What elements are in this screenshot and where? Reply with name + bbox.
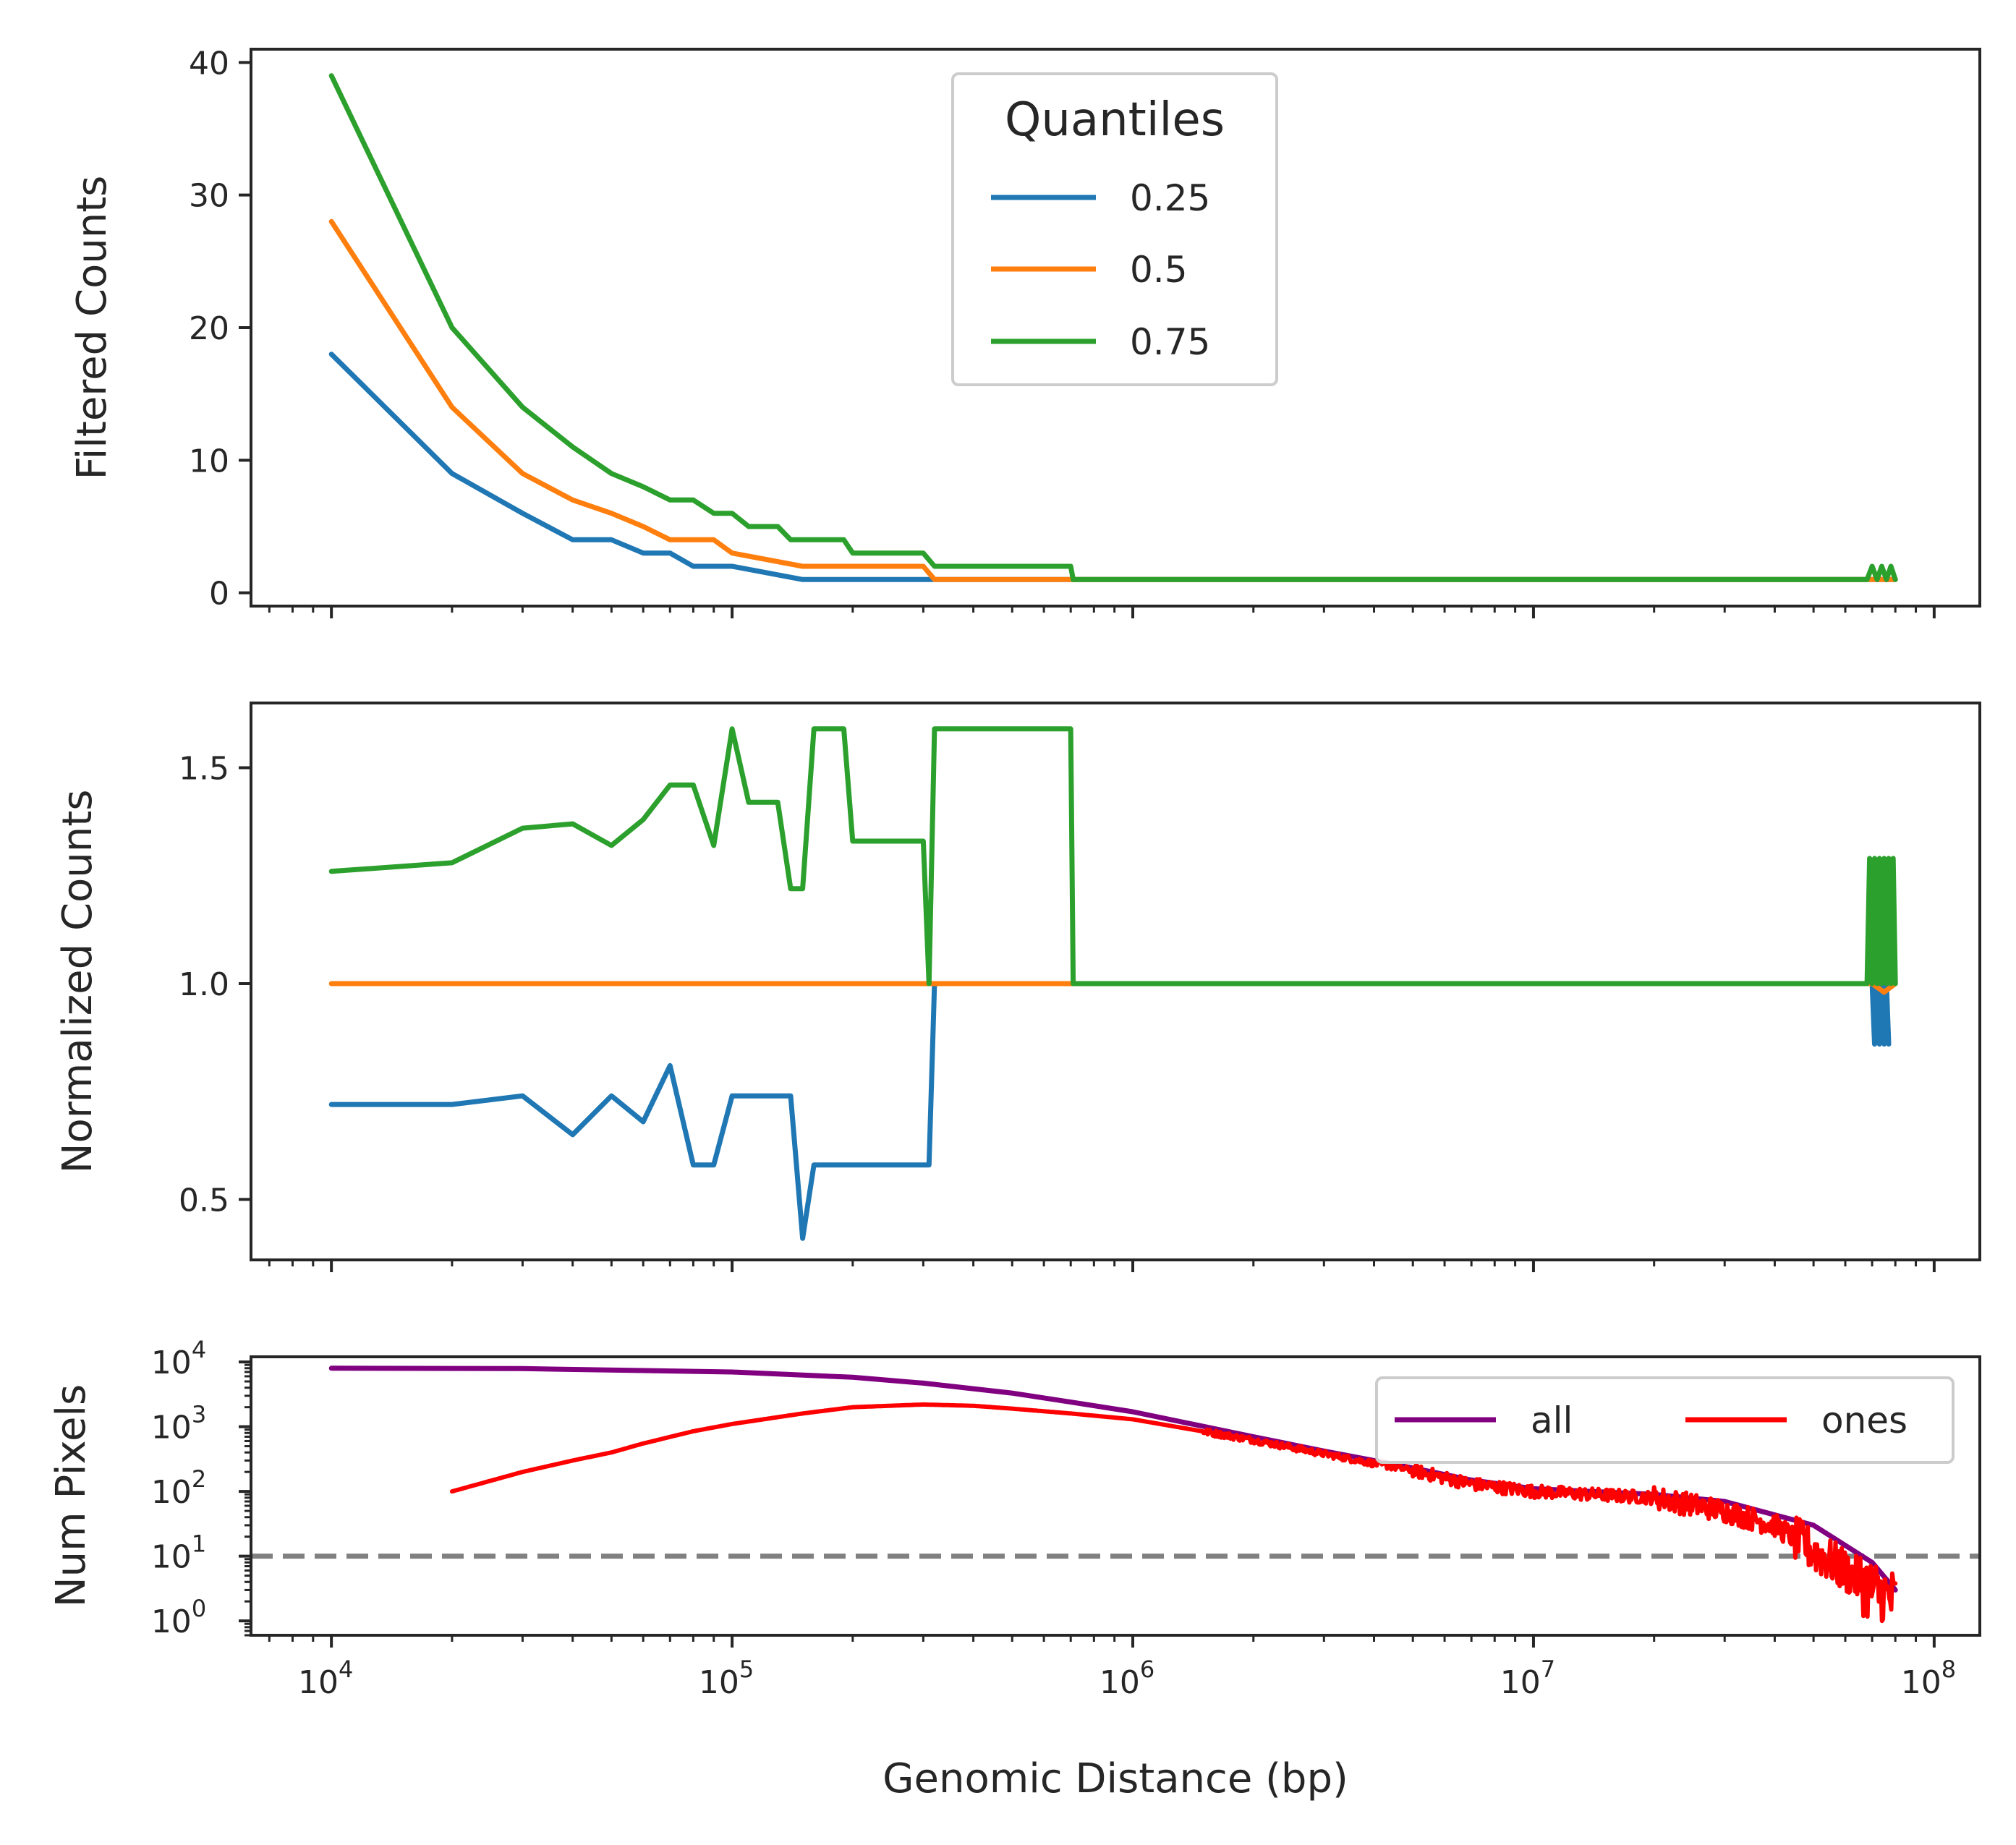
x-tick-label: 104 [298, 1656, 353, 1701]
legend-frame [1375, 1376, 1955, 1464]
x-tick-label: 105 [699, 1656, 754, 1701]
plot-area [251, 1365, 1980, 1624]
y-axis-label: Filtered Counts [69, 176, 116, 480]
legend-entry-0.5: 0.5 [1130, 249, 1188, 291]
x-ticks [268, 1260, 1936, 1272]
y-tick-label: 0 [209, 576, 229, 613]
legend: all ones [1375, 1376, 1955, 1464]
x-tick-label: 106 [1100, 1656, 1154, 1701]
plot-area [328, 726, 1898, 1241]
y-tick-label: 10 [189, 443, 229, 480]
panel-normalized-counts: 0.5 1.0 1.5 Normalized Counts [54, 702, 1981, 1272]
series-line-0.75 [328, 726, 1898, 987]
y-tick-label: 0.5 [179, 1182, 229, 1219]
x-axis-label: Genomic Distance (bp) [882, 1755, 1348, 1802]
y-tick-label: 1.0 [179, 966, 229, 1003]
y-ticks: 0.5 1.0 1.5 [179, 751, 251, 1219]
legend-entry-ones: ones [1821, 1399, 1907, 1441]
y-tick-label: 102 [151, 1465, 206, 1511]
legend: Quantiles 0.25 0.5 0.75 [951, 72, 1278, 386]
y-tick-label: 101 [151, 1530, 206, 1576]
y-axis-label: Num Pixels [48, 1384, 95, 1607]
panel-filtered-counts: 0 10 20 30 40 Filtered Counts Quantiles 0.25… [69, 45, 1981, 618]
legend-entry-0.25: 0.25 [1130, 177, 1210, 219]
plot-area [328, 73, 1898, 582]
legend-entry-0.75: 0.75 [1130, 321, 1210, 363]
series-line-0.25 [328, 351, 1898, 582]
series-line-0.75 [328, 73, 1898, 582]
y-ticks: 0 10 20 30 40 [189, 45, 251, 613]
series-line-0.25 [328, 981, 1892, 1241]
y-tick-label: 40 [189, 45, 229, 82]
y-tick-label: 103 [151, 1401, 206, 1446]
panel-num-pixels: 100 101 102 103 104 104 105 106 107 108 Num Pixe… [48, 1336, 1981, 1802]
x-ticks [268, 606, 1936, 618]
y-tick-label: 100 [151, 1595, 206, 1640]
legend-title: Quantiles [1005, 93, 1225, 147]
y-tick-label: 104 [151, 1336, 206, 1381]
y-ticks: 100 101 102 103 104 [151, 1336, 251, 1640]
y-axis-label: Normalized Counts [54, 790, 101, 1174]
legend-frame [951, 72, 1278, 386]
y-tick-label: 1.5 [179, 751, 229, 788]
x-tick-label: 107 [1500, 1656, 1555, 1701]
y-tick-label: 20 [189, 310, 229, 347]
legend-entry-all: all [1531, 1399, 1573, 1441]
y-tick-label: 30 [189, 178, 229, 215]
x-tick-label: 108 [1901, 1656, 1956, 1701]
x-ticks: 104 105 106 107 108 [268, 1635, 1956, 1701]
series-line-ones [449, 1402, 1898, 1624]
